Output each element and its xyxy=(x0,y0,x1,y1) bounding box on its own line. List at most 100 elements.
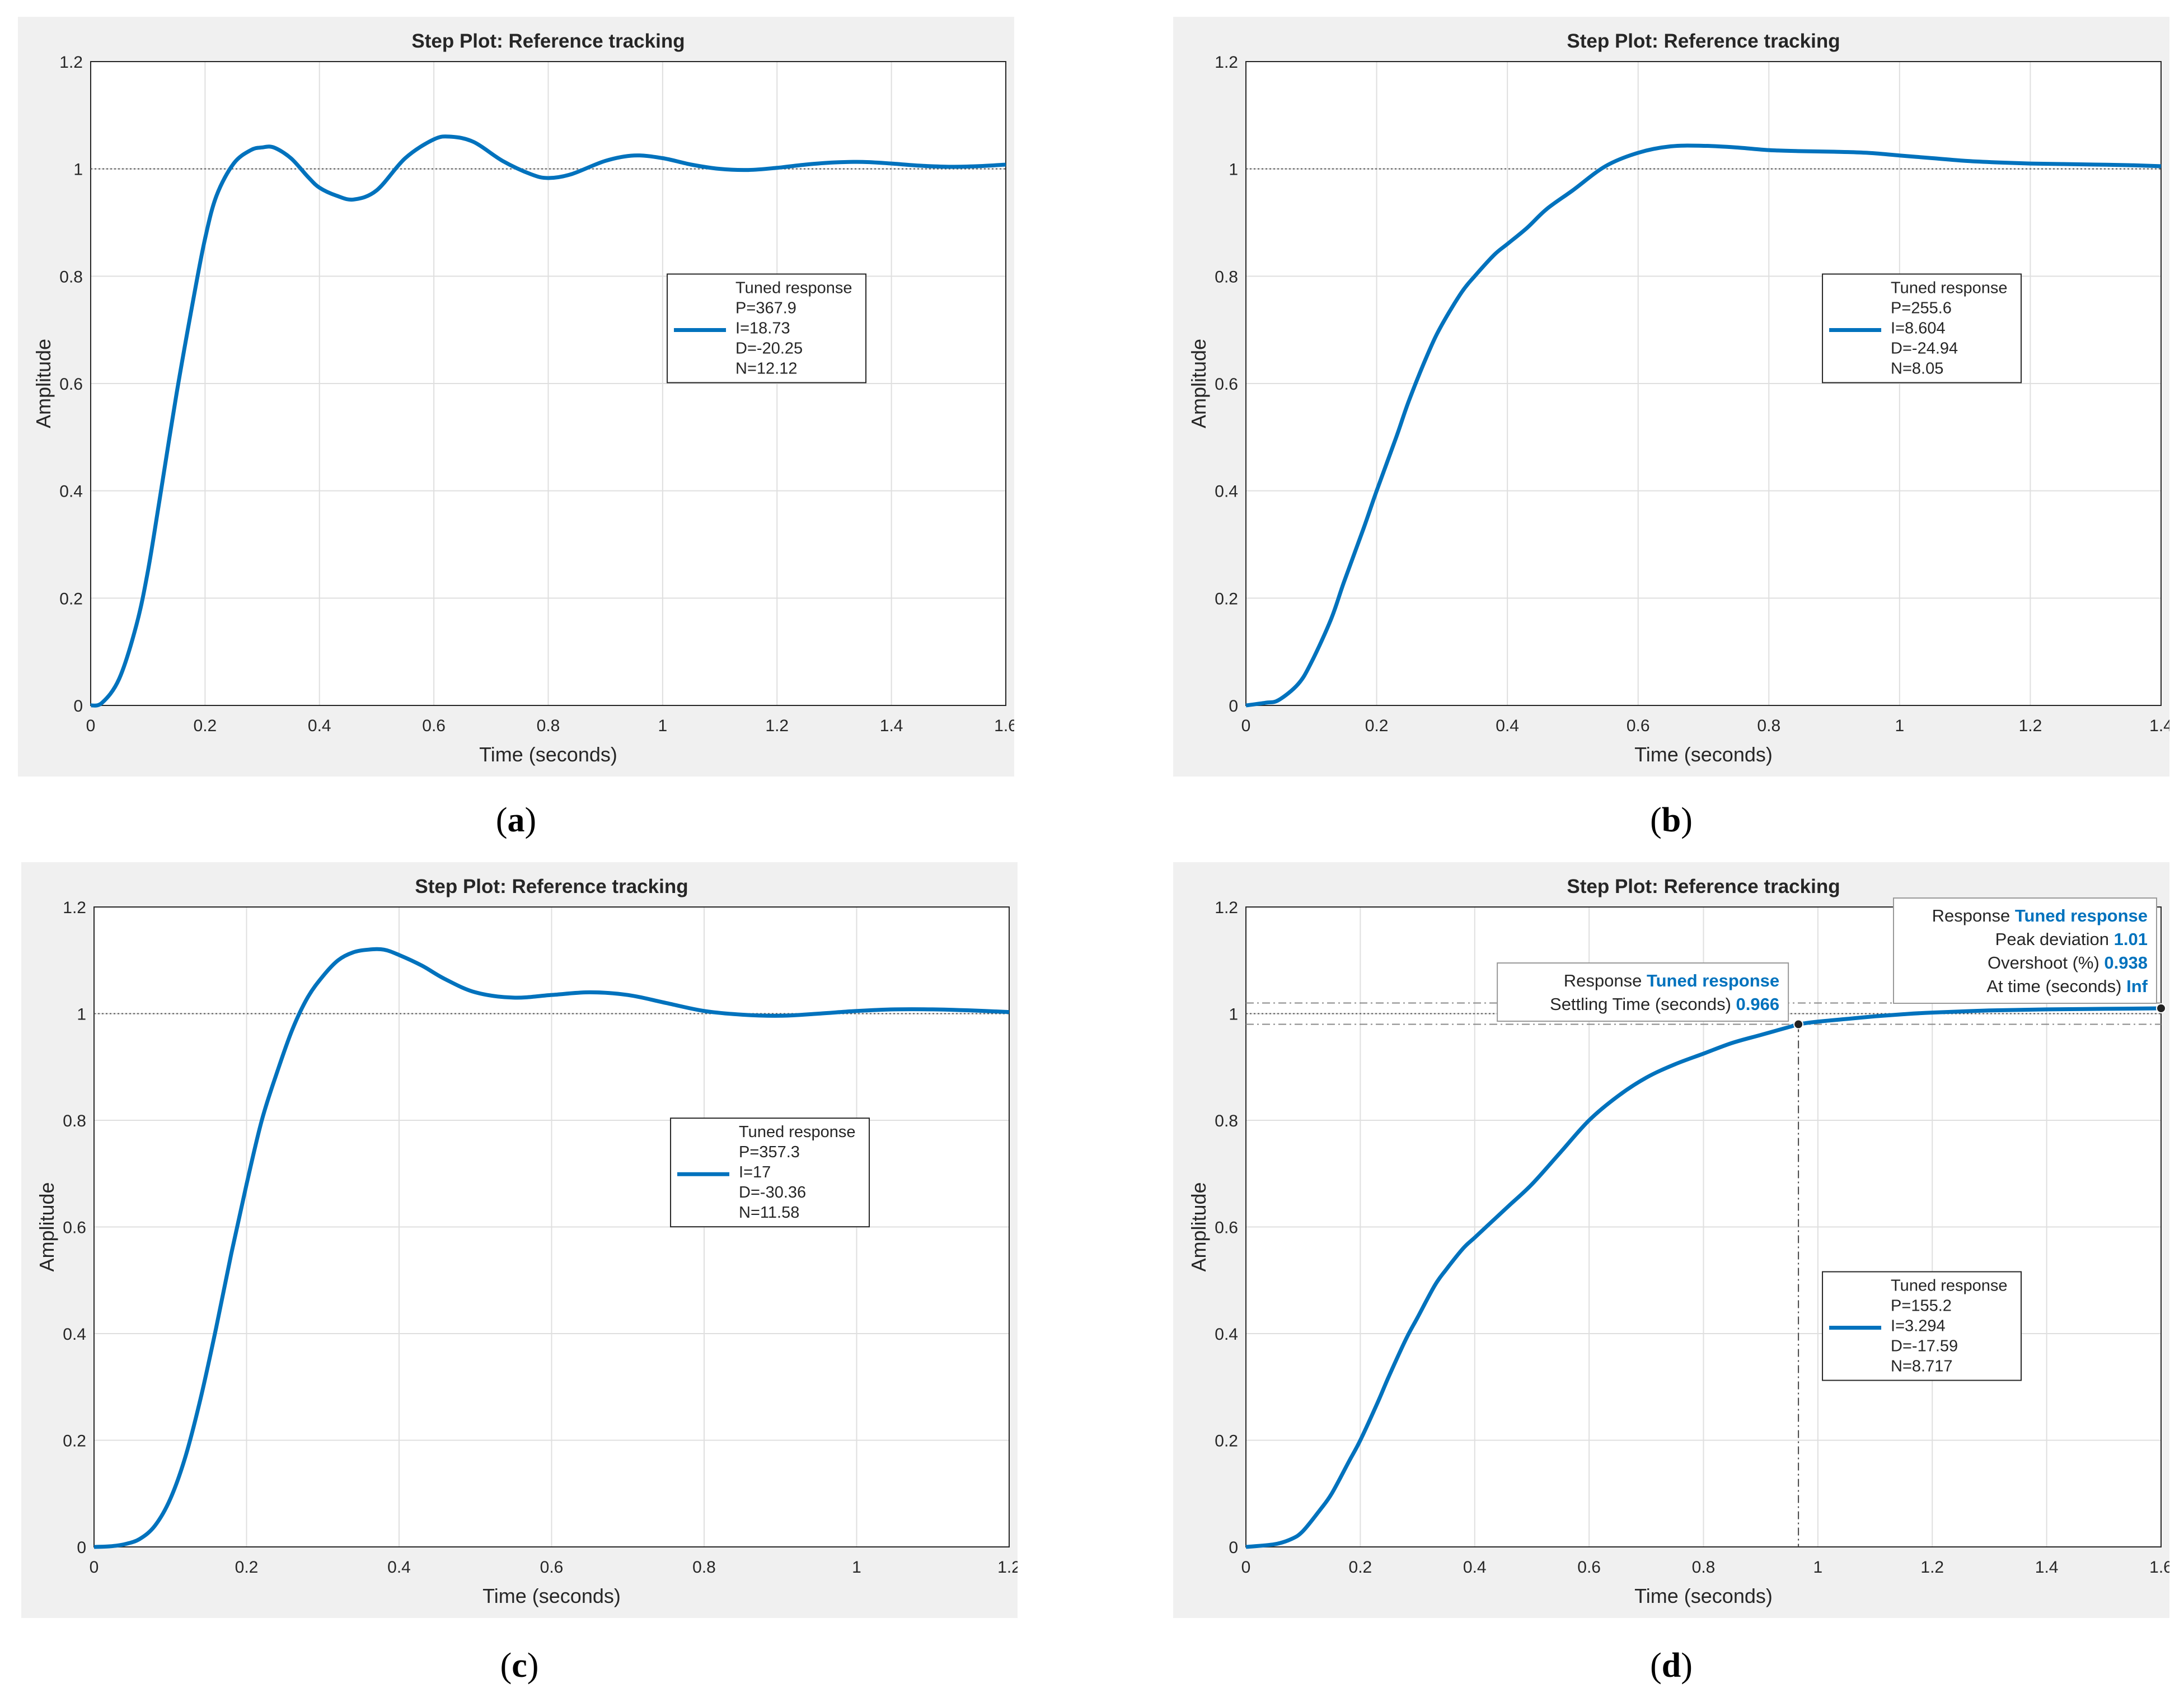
x-tick-label: 0.8 xyxy=(692,1558,716,1577)
y-axis-label: Amplitude xyxy=(35,1182,58,1271)
y-axis-label: Amplitude xyxy=(1187,339,1210,428)
y-tick-label: 0.8 xyxy=(59,268,83,286)
x-tick-label: 1.6 xyxy=(2149,1558,2169,1577)
y-tick-label: 0.4 xyxy=(1215,483,1238,501)
caption-a-letter: a xyxy=(507,801,525,839)
x-axis-label: Time (seconds) xyxy=(1634,743,1773,766)
datatip-label: Response xyxy=(1932,906,2015,925)
x-tick-label: 1.2 xyxy=(2019,717,2042,735)
y-tick-label: 0.8 xyxy=(63,1112,86,1130)
y-tick-label: 0.2 xyxy=(1215,1432,1238,1451)
legend-entry: P=367.9 xyxy=(735,300,796,317)
datatip-value: 1.01 xyxy=(2114,929,2148,949)
caption-c: (c) xyxy=(500,1647,539,1685)
y-tick-label: 0.6 xyxy=(59,375,83,394)
x-tick-label: 0.6 xyxy=(422,717,446,735)
series-line-0 xyxy=(90,134,1006,708)
datatip-label: Settling Time (seconds) xyxy=(1550,994,1736,1014)
y-tick-label: 0 xyxy=(1229,1539,1238,1557)
x-tick-label: 1.2 xyxy=(765,717,789,735)
y-tick-label: 1.2 xyxy=(63,899,86,917)
y-tick-label: 1.2 xyxy=(1215,899,1238,917)
datatip-value: 0.938 xyxy=(2104,953,2148,972)
datatip-box-0 xyxy=(1497,962,1789,1022)
y-tick-label: 1.2 xyxy=(1215,53,1238,72)
x-tick-label: 1 xyxy=(852,1558,861,1577)
chart-title: Step Plot: Reference tracking xyxy=(1567,30,1840,52)
y-tick-label: 1 xyxy=(1229,161,1238,179)
legend-entry: P=155.2 xyxy=(1891,1297,1952,1315)
legend-entry: N=11.58 xyxy=(739,1204,799,1222)
chart-svg-a: 0 0.2 0.4 0.6 0.8 1 1.2 1.4 1.6 0 0.2 0.4 0.6 0.8 1 1.2… xyxy=(32,30,1014,766)
x-tick-label: 0 xyxy=(86,717,96,735)
y-axis-label: Amplitude xyxy=(32,339,55,428)
x-axis-label: Time (seconds) xyxy=(1634,1584,1773,1607)
y-tick-label: 0.6 xyxy=(63,1219,86,1237)
legend-entry: N=8.05 xyxy=(1891,360,1943,378)
datatip-row: Peak deviation 1.01 xyxy=(1995,929,2148,949)
chart-panel-a: 0 0.2 0.4 0.6 0.8 1 1.2 1.4 1.6 0 0.2 0.4 0.6 0.8 1 1.2… xyxy=(18,17,1014,777)
x-tick-label: 1.4 xyxy=(880,717,903,735)
chart-svg-d: 0 0.2 0.4 0.6 0.8 1 1.2 1.4 1.6 0 0.2 0.4 0.6 0.8 1 1.2… xyxy=(1187,876,2169,1607)
datatip-row: Response Tuned response xyxy=(1932,906,2148,925)
x-tick-label: 0.4 xyxy=(1496,717,1519,735)
series-line-0 xyxy=(1245,143,2162,708)
x-tick-label: 0.6 xyxy=(1577,1558,1601,1577)
legend-entry: I=3.294 xyxy=(1891,1317,1946,1335)
caption-b: (b) xyxy=(1650,801,1693,839)
y-tick-label: 0 xyxy=(73,697,83,716)
x-tick-label: 1 xyxy=(658,717,668,735)
legend-entry: I=17 xyxy=(739,1163,771,1181)
legend-entry: P=255.6 xyxy=(1891,300,1952,317)
chart-svg-b: 0 0.2 0.4 0.6 0.8 1 1.2 1.4 0 0.2 0.4 0.6 0.8 1 1.2 Ste… xyxy=(1187,30,2169,766)
caption-c-letter: c xyxy=(512,1647,527,1685)
y-tick-label: 0.4 xyxy=(1215,1325,1238,1344)
datatip-row: Response Tuned response xyxy=(1564,971,1779,990)
y-tick-label: 0 xyxy=(77,1539,86,1557)
x-tick-label: 0.2 xyxy=(235,1558,259,1577)
legend-entry: I=8.604 xyxy=(1891,320,1946,338)
x-axis-label: Time (seconds) xyxy=(479,743,617,766)
datatip-row: At time (seconds) Inf xyxy=(1986,976,2148,996)
chart-title: Step Plot: Reference tracking xyxy=(411,30,685,52)
x-tick-label: 0.6 xyxy=(540,1558,564,1577)
axes-frame xyxy=(93,906,1010,1547)
x-tick-label: 1.4 xyxy=(2149,717,2169,735)
x-tick-label: 0 xyxy=(90,1558,99,1577)
x-tick-label: 0.2 xyxy=(1349,1558,1372,1577)
y-tick-label: 0.2 xyxy=(59,590,83,608)
datatip-row: Settling Time (seconds) 0.966 xyxy=(1550,994,1779,1014)
x-tick-label: 0.6 xyxy=(1627,717,1650,735)
x-tick-label: 1.4 xyxy=(2035,1558,2059,1577)
x-tick-label: 0 xyxy=(1241,1558,1251,1577)
chart-title: Step Plot: Reference tracking xyxy=(1567,876,1840,897)
caption-b-letter: b xyxy=(1661,801,1681,839)
data-marker-1 xyxy=(2156,1003,2166,1013)
y-tick-label: 0.6 xyxy=(1215,375,1238,394)
x-tick-label: 0.8 xyxy=(1757,717,1780,735)
datatip-label: At time (seconds) xyxy=(1986,976,2126,996)
series-line-0 xyxy=(1245,1006,2162,1549)
legend-entry: D=-20.25 xyxy=(735,340,803,358)
y-tick-label: 0.4 xyxy=(59,483,83,501)
x-axis-label: Time (seconds) xyxy=(482,1584,621,1607)
legend-entry: Tuned response xyxy=(1891,1277,2008,1295)
x-tick-label: 0.2 xyxy=(194,717,217,735)
y-axis-label: Amplitude xyxy=(1187,1182,1210,1271)
y-tick-label: 0.8 xyxy=(1215,268,1238,286)
data-marker-0 xyxy=(1793,1019,1804,1030)
chart-title: Step Plot: Reference tracking xyxy=(415,876,688,897)
chart-panel-b: 0 0.2 0.4 0.6 0.8 1 1.2 1.4 0 0.2 0.4 0.6 0.8 1 1.2 Ste… xyxy=(1173,17,2169,777)
legend-entry: D=-24.94 xyxy=(1891,340,1958,358)
datatip-value: Tuned response xyxy=(2015,906,2148,925)
legend-entry: P=357.3 xyxy=(739,1143,800,1161)
x-tick-label: 0.8 xyxy=(537,717,560,735)
legend-entry: N=8.717 xyxy=(1891,1358,1952,1376)
y-tick-label: 1 xyxy=(73,161,83,179)
x-tick-label: 1 xyxy=(1895,717,1905,735)
datatip-value: Tuned response xyxy=(1647,971,1779,990)
series-line-0 xyxy=(93,947,1010,1549)
x-tick-label: 0.4 xyxy=(1463,1558,1487,1577)
chart-svg-c: 0 0.2 0.4 0.6 0.8 1 1.2 0 0.2 0.4 0.6 0.8 1 1.2 Step P… xyxy=(35,876,1018,1607)
legend-entry: D=-30.36 xyxy=(739,1184,806,1201)
